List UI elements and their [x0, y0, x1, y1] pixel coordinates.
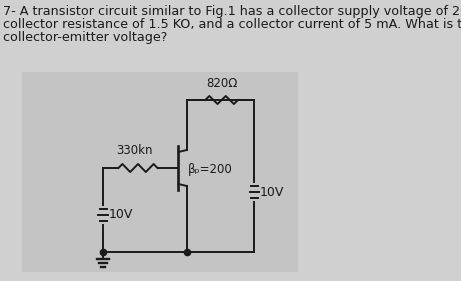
FancyBboxPatch shape [22, 72, 298, 272]
Text: 10V: 10V [260, 185, 284, 198]
Text: 7- A transistor circuit similar to Fig.1 has a collector supply voltage of 20 V,: 7- A transistor circuit similar to Fig.1… [3, 5, 461, 18]
Text: 330kn: 330kn [116, 144, 153, 157]
Text: collector resistance of 1.5 KO, and a collector current of 5 mA. What is the: collector resistance of 1.5 KO, and a co… [3, 18, 461, 31]
Text: 820Ω: 820Ω [206, 77, 237, 90]
Text: 10V: 10V [109, 209, 133, 221]
Text: βₚ=200: βₚ=200 [188, 164, 233, 176]
Text: collector-emitter voltage?: collector-emitter voltage? [3, 31, 167, 44]
